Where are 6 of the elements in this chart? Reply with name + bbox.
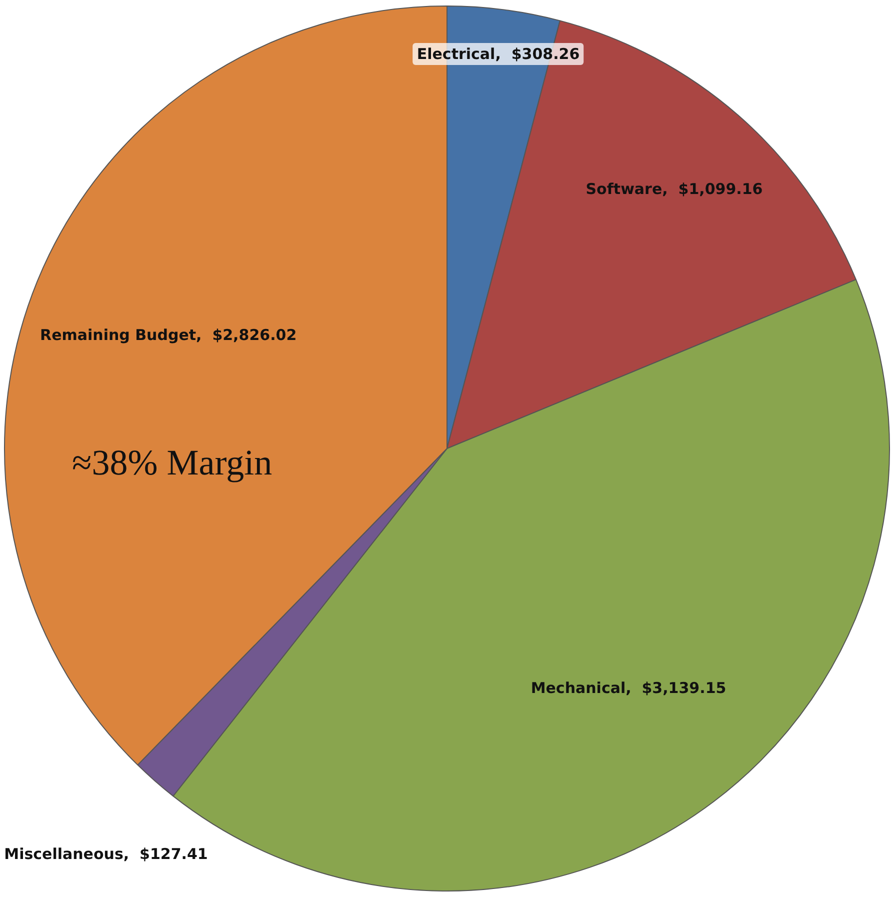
slice-label: Software, $1,099.16: [586, 178, 763, 200]
text: ≈38% Margin: [72, 442, 272, 482]
slice-label: Miscellaneous, $127.41: [4, 844, 208, 866]
slice-label: Mechanical, $3,139.15: [530, 678, 726, 700]
slice-label: Electrical, $308.26: [412, 42, 584, 65]
slice-label: Remaining Budget, $2,826.02: [40, 324, 297, 346]
